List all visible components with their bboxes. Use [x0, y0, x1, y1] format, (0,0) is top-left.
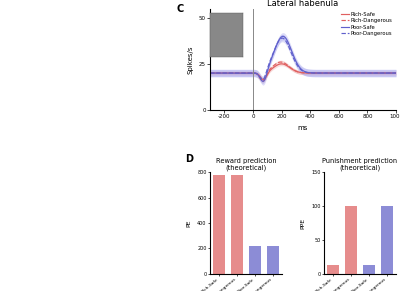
Line: Poor-Safe: Poor-Safe [210, 36, 396, 81]
Rich-Safe [394, 71, 398, 75]
Poor-Safe [240, 71, 245, 75]
Rich-Safe [348, 71, 353, 75]
Y-axis label: Spikes/s: Spikes/s [187, 45, 193, 74]
Bar [249, 246, 261, 274]
Poor-Safe [348, 71, 353, 75]
Bar [231, 175, 243, 274]
Poor-Safe [261, 80, 266, 83]
Text: Face: Face [217, 22, 232, 26]
Text: C: C [176, 4, 184, 14]
Rich-Dangerous [394, 71, 398, 75]
Rich-Dangerous [208, 71, 212, 75]
Rich-Dangerous [240, 71, 245, 75]
Rich-Safe [256, 72, 260, 76]
Poor-Dangerous [348, 71, 353, 75]
Poor-Dangerous [318, 71, 323, 75]
Rich-Dangerous [332, 71, 337, 75]
Poor-Dangerous [256, 72, 260, 76]
Bar [267, 246, 279, 274]
Poor-Safe [208, 71, 212, 75]
Rich-Safe [332, 71, 337, 75]
Y-axis label: PPE: PPE [300, 217, 306, 228]
Poor-Safe [292, 57, 297, 61]
Rich-Dangerous [292, 69, 297, 72]
Rich-Dangerous [256, 73, 260, 77]
Rich-Safe [292, 69, 297, 72]
Title: Reward prediction
(theoretical): Reward prediction (theoretical) [216, 158, 276, 171]
Poor-Dangerous [292, 59, 297, 63]
Title: Punishment prediction
(theoretical): Punishment prediction (theoretical) [322, 158, 398, 171]
Rich-Safe [240, 71, 245, 75]
Bar [213, 175, 225, 274]
Rich-Safe [261, 78, 266, 81]
Line: Rich-Safe: Rich-Safe [210, 64, 396, 80]
Poor-Dangerous [260, 78, 265, 81]
Rich-Safe [318, 71, 323, 75]
Y-axis label: PE: PE [186, 219, 192, 227]
Bar [345, 206, 357, 274]
Poor-Safe [280, 35, 285, 38]
Rich-Dangerous [318, 71, 323, 75]
Rich-Dangerous [278, 60, 283, 64]
Poor-Dangerous [240, 71, 245, 75]
Line: Rich-Dangerous: Rich-Dangerous [210, 62, 396, 81]
Poor-Dangerous [280, 36, 285, 40]
Bar [327, 265, 339, 274]
Poor-Safe [394, 71, 398, 75]
Poor-Safe [318, 71, 323, 75]
X-axis label: ms: ms [298, 125, 308, 131]
Text: D: D [185, 154, 193, 164]
Rich-Safe [279, 62, 284, 65]
Poor-Dangerous [208, 71, 212, 75]
Poor-Dangerous [332, 71, 337, 75]
Rich-Dangerous [348, 71, 353, 75]
Rich-Safe [208, 71, 212, 75]
Bar [363, 265, 375, 274]
Poor-Safe [256, 73, 260, 77]
Poor-Safe [332, 71, 337, 75]
Legend: Rich-Safe, Rich-Dangerous, Poor-Safe, Poor-Dangerous: Rich-Safe, Rich-Dangerous, Poor-Safe, Po… [340, 11, 393, 36]
Poor-Dangerous [394, 71, 398, 75]
Rich-Dangerous [260, 79, 265, 83]
Line: Poor-Dangerous: Poor-Dangerous [210, 38, 396, 79]
Bar [381, 206, 393, 274]
Title: Lateral habenula: Lateral habenula [267, 0, 339, 8]
